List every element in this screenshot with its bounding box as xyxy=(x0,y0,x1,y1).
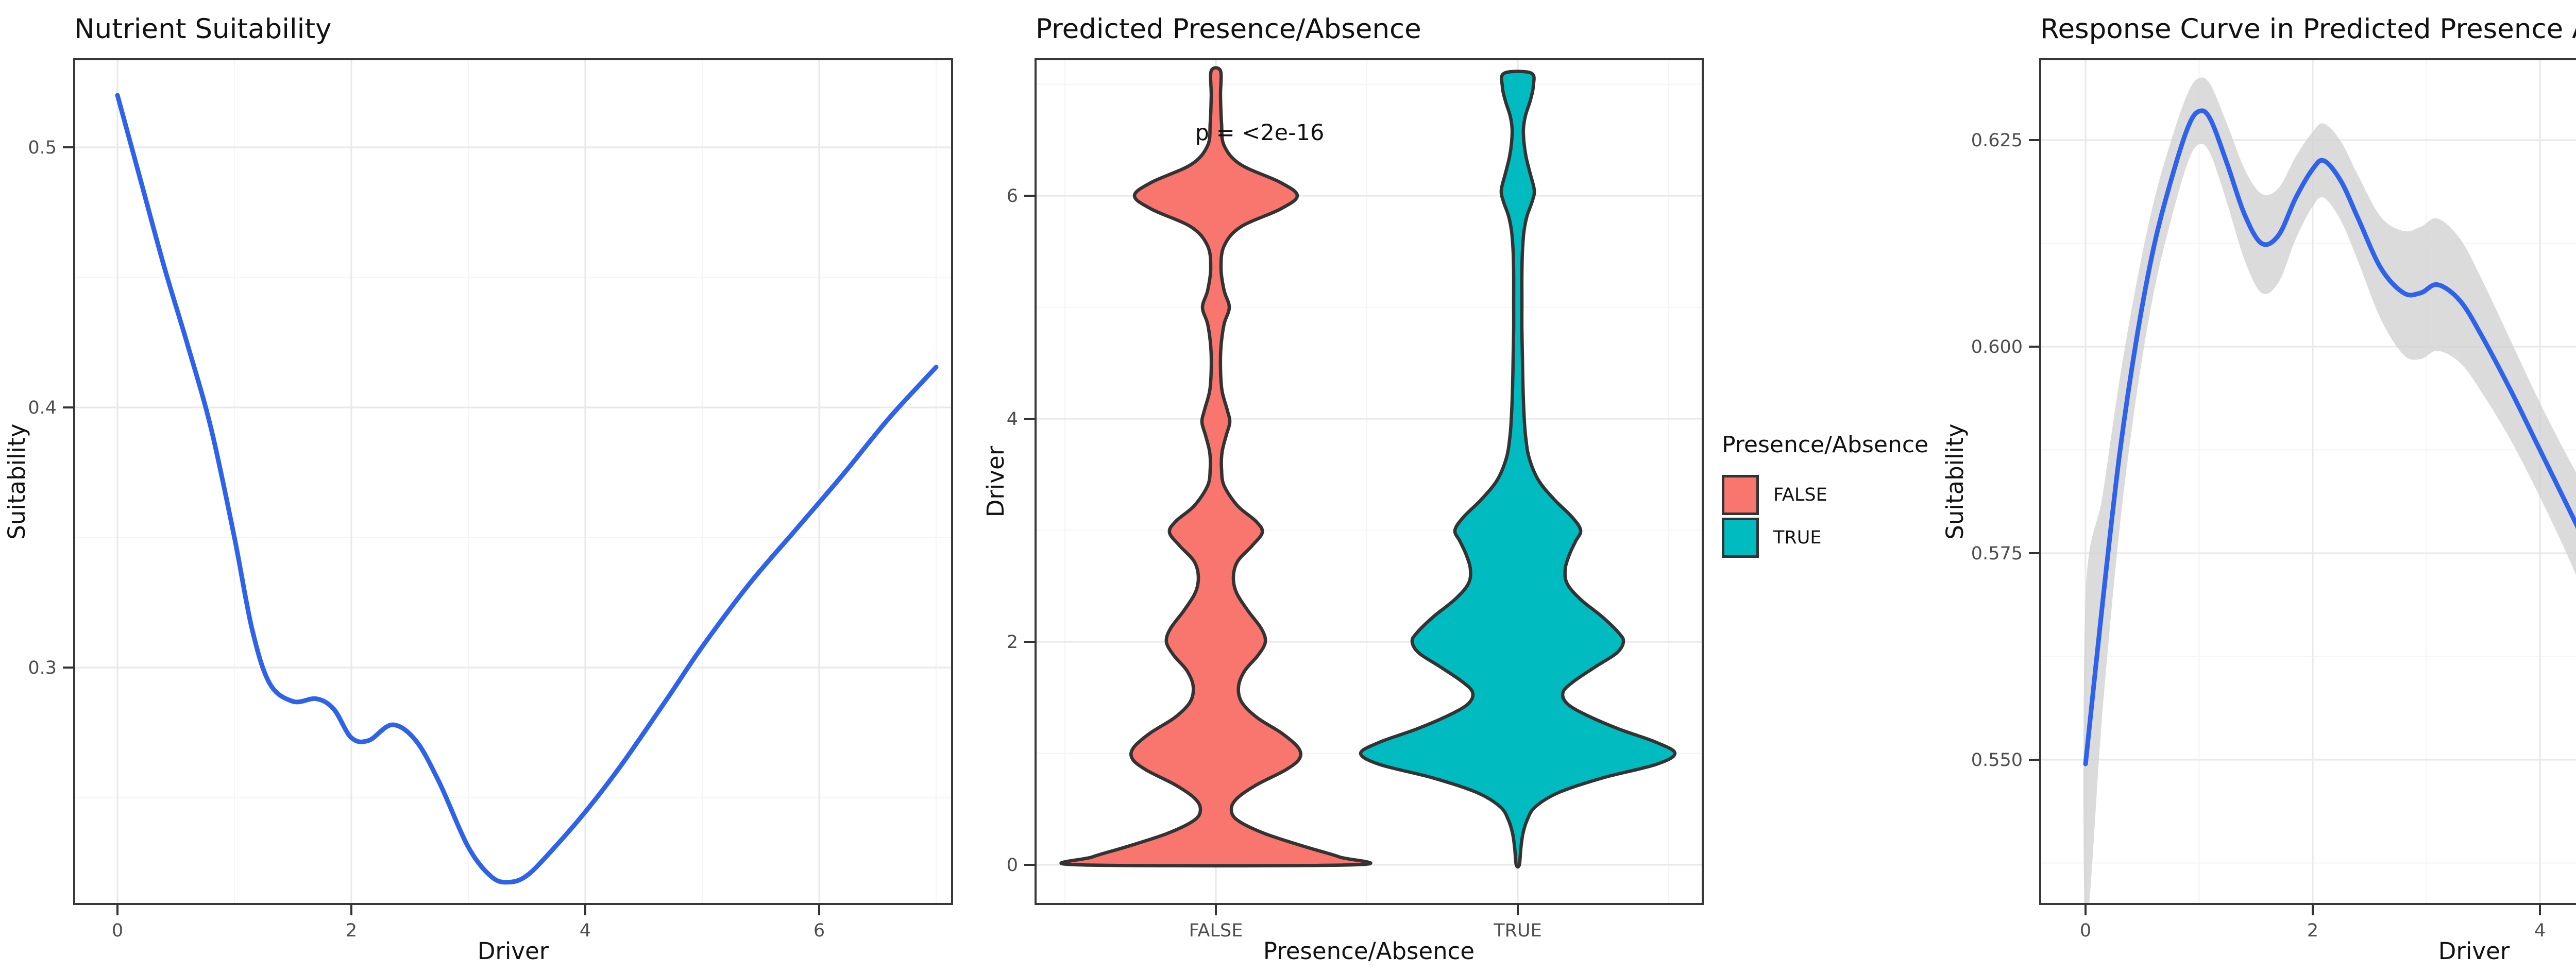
x-axis-title: Driver xyxy=(478,937,549,965)
violin-chart-svg: FALSE TRUE 0 2 4 6 p = <2e-16 Predicted Prese… xyxy=(982,13,1704,965)
plot-marks xyxy=(1059,66,1677,869)
y-tick-label: 0.600 xyxy=(1971,337,2023,357)
legend-swatch-true xyxy=(1722,517,1759,558)
y-axis-title: Suitability xyxy=(3,423,30,539)
y-tick-label: 0.4 xyxy=(28,398,57,418)
legend-label-true: TRUE xyxy=(1773,527,1822,548)
y-tick-label: 0 xyxy=(1007,855,1018,876)
legend-swatch-false xyxy=(1722,474,1759,515)
axis-ticks: FALSE TRUE 0 2 4 6 xyxy=(1007,186,1542,941)
panel-border xyxy=(1035,58,1704,905)
x-tick-label: TRUE xyxy=(1493,920,1541,941)
x-tick-label: 4 xyxy=(2534,920,2546,941)
x-axis-title: Presence/Absence xyxy=(1263,937,1475,965)
response-line xyxy=(115,93,939,885)
violin-true xyxy=(1359,70,1677,869)
plot-marks xyxy=(115,93,939,885)
y-tick-label: 0.625 xyxy=(1971,130,2023,151)
x-axis-title: Driver xyxy=(2438,937,2510,965)
y-axis-title: Driver xyxy=(982,446,1009,517)
chart-title: Response Curve in Predicted Presence Are… xyxy=(2040,13,2576,45)
x-tick-label: 2 xyxy=(346,920,357,941)
legend-label-false: FALSE xyxy=(1773,484,1827,505)
x-tick-label: 4 xyxy=(580,920,591,941)
legend-item-true: TRUE xyxy=(1722,516,1892,559)
chart-predicted-presence-absence: FALSE TRUE 0 2 4 6 p = <2e-16 Predicted Prese… xyxy=(979,0,1721,973)
confidence-ribbon xyxy=(2083,77,2576,904)
nutrient-suitability-svg: 0 2 4 6 0.5 0.4 0.3 Nutrient Suitability Drive… xyxy=(3,13,953,965)
x-tick-label: 6 xyxy=(814,920,825,941)
x-tick-label: FALSE xyxy=(1189,920,1243,941)
panel-border xyxy=(2039,58,2576,905)
y-tick-label: 0.3 xyxy=(28,658,57,678)
x-tick-label: 0 xyxy=(112,920,123,941)
chart-nutrient-suitability: 0 2 4 6 0.5 0.4 0.3 Nutrient Suitability Drive… xyxy=(0,0,979,973)
y-tick-label: 0.550 xyxy=(1971,750,2023,771)
violin-false xyxy=(1059,66,1372,868)
chart-title: Predicted Presence/Absence xyxy=(1036,13,1421,45)
y-tick-label: 6 xyxy=(1007,186,1018,207)
y-tick-label: 2 xyxy=(1007,632,1018,653)
p-value-annotation: p = <2e-16 xyxy=(1195,120,1325,146)
plot-marks xyxy=(2083,77,2576,904)
y-tick-label: 4 xyxy=(1007,409,1018,430)
panel-border xyxy=(73,58,953,905)
x-tick-label: 0 xyxy=(2080,920,2091,941)
x-tick-label: 2 xyxy=(2307,920,2318,941)
gridlines xyxy=(74,59,952,904)
legend-item-false: FALSE xyxy=(1722,473,1892,516)
y-tick-label: 0.575 xyxy=(1971,543,2023,564)
axis-ticks: 0 2 4 6 0.5 0.4 0.3 xyxy=(28,138,825,941)
chart-title: Nutrient Suitability xyxy=(74,13,332,45)
response-line xyxy=(2083,108,2576,766)
y-tick-label: 0.5 xyxy=(28,138,57,158)
y-axis-title: Suitability xyxy=(1941,423,1969,539)
